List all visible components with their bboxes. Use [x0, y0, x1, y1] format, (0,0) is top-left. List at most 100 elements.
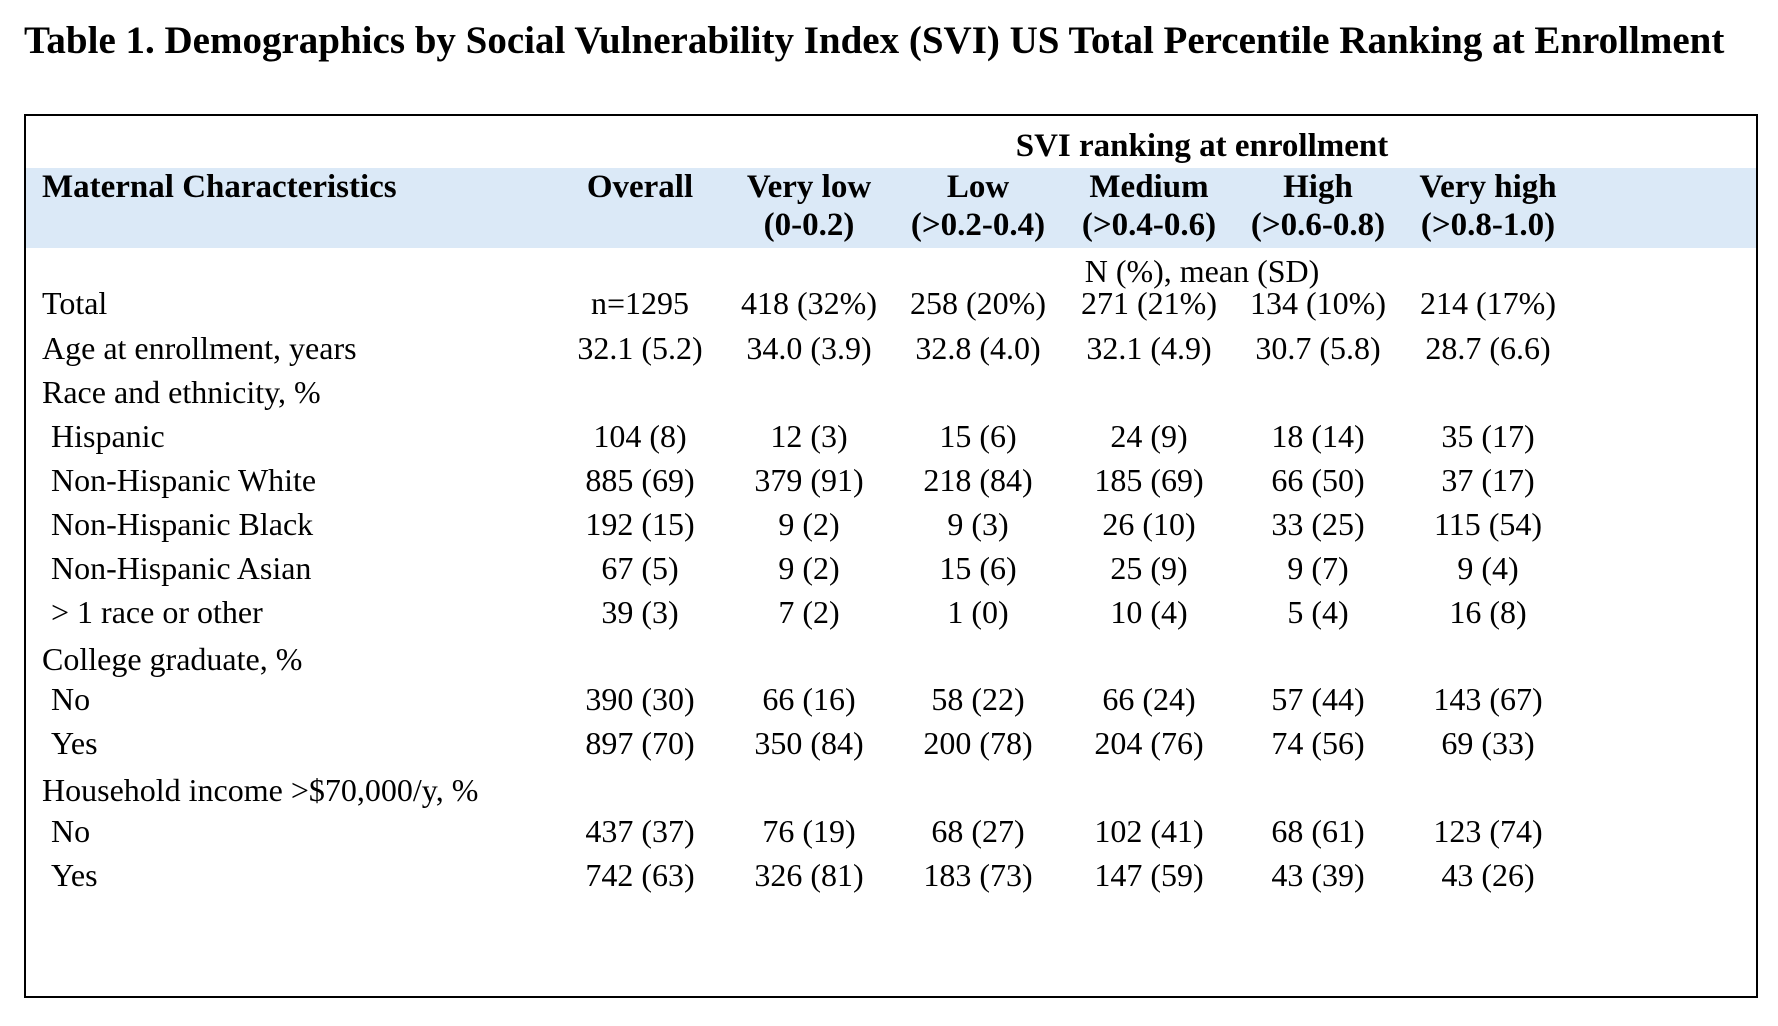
column-header-line2: (0-0.2): [763, 207, 855, 243]
cell-overall: 104 (8): [593, 418, 687, 454]
column-header-line2: (>0.6-0.8): [1250, 207, 1386, 243]
row-label: > 1 race or other: [51, 594, 263, 630]
cell-very-high: 16 (8): [1449, 594, 1527, 630]
table-row: Yes 742 (63) 326 (81) 183 (73) 147 (59) 43 (3…: [26, 852, 1756, 898]
cell-very-high: 43 (26): [1441, 857, 1535, 893]
table-row: Non-Hispanic Asian 67 (5) 9 (2) 15 (6) 25 (9…: [26, 545, 1756, 591]
cell-overall: 897 (70): [585, 725, 695, 761]
row-label: Household income >$70,000/y, %: [42, 772, 479, 808]
column-header-line2: (>0.8-1.0): [1420, 207, 1556, 243]
cell-overall: 192 (15): [585, 506, 695, 542]
cell-low: 200 (78): [923, 725, 1033, 761]
cell-very-high: 115 (54): [1433, 506, 1543, 542]
cell-very-high: 35 (17): [1441, 418, 1535, 454]
cell-very-high: 69 (33): [1441, 725, 1535, 761]
demographics-table: SVI ranking at enrollment Maternal Chara…: [24, 114, 1758, 998]
table-row: Age at enrollment, years 32.1 (5.2) 34.0 (…: [26, 325, 1756, 371]
table-row: > 1 race or other 39 (3) 7 (2) 1 (0) 10 (4) 5…: [26, 589, 1756, 635]
cell-very-low: 350 (84): [754, 725, 864, 761]
column-header-very-low: Very low (0-0.2): [719, 168, 899, 244]
cell-overall: 437 (37): [585, 813, 695, 849]
cell-very-high: 214 (17%): [1420, 285, 1556, 321]
cell-low: 9 (3): [947, 506, 1009, 542]
row-label: No: [51, 813, 91, 849]
row-label: No: [51, 681, 91, 717]
units-row: N (%), mean (SD): [1084, 253, 1320, 289]
row-label: Non-Hispanic Black: [51, 506, 314, 542]
cell-medium: 10 (4): [1110, 594, 1188, 630]
cell-overall: 742 (63): [585, 857, 695, 893]
column-header-maternal-characteristics: Maternal Characteristics: [42, 168, 542, 206]
table-row: Hispanic 104 (8) 12 (3) 15 (6) 24 (9) 18 (14)…: [26, 413, 1756, 459]
table-row: Household income >$70,000/y, %: [26, 767, 1756, 813]
cell-medium: 271 (21%): [1081, 285, 1217, 321]
cell-very-low: 34.0 (3.9): [746, 330, 872, 366]
row-label: Yes: [51, 725, 98, 761]
cell-high: 18 (14): [1271, 418, 1365, 454]
column-header-line1: Medium: [1089, 169, 1209, 205]
cell-medium: 25 (9): [1110, 550, 1188, 586]
row-label: Hispanic: [51, 418, 165, 454]
cell-medium: 32.1 (4.9): [1086, 330, 1212, 366]
cell-very-low: 76 (19): [762, 813, 856, 849]
cell-medium: 66 (24): [1102, 681, 1196, 717]
row-label: Total: [42, 285, 108, 321]
cell-very-low: 7 (2): [778, 594, 840, 630]
cell-low: 1 (0): [947, 594, 1009, 630]
cell-low: 68 (27): [931, 813, 1025, 849]
column-header-line1: High: [1283, 169, 1353, 205]
cell-very-low: 326 (81): [754, 857, 864, 893]
cell-very-high: 28.7 (6.6): [1425, 330, 1551, 366]
column-header-medium: Medium (>0.4-0.6): [1059, 168, 1239, 244]
column-header-line1: Low: [946, 169, 1010, 205]
cell-very-low: 12 (3): [770, 418, 848, 454]
cell-very-high: 9 (4): [1457, 550, 1519, 586]
cell-very-low: 66 (16): [762, 681, 856, 717]
cell-high: 74 (56): [1271, 725, 1365, 761]
column-header-row: Maternal Characteristics Overall Very low(…: [26, 168, 1756, 248]
cell-high: 66 (50): [1271, 462, 1365, 498]
cell-very-low: 9 (2): [778, 550, 840, 586]
cell-medium: 102 (41): [1094, 813, 1204, 849]
cell-medium: 147 (59): [1094, 857, 1204, 893]
cell-medium: 204 (76): [1094, 725, 1204, 761]
row-label: Race and ethnicity, %: [42, 374, 321, 410]
cell-medium: 24 (9): [1110, 418, 1188, 454]
cell-very-high: 37 (17): [1441, 462, 1535, 498]
table-title: Table 1. Demographics by Social Vulnerab…: [24, 19, 1725, 62]
row-label: Non-Hispanic White: [51, 462, 317, 498]
table-row: No 390 (30) 66 (16) 58 (22) 66 (24) 57 (44) 14…: [26, 676, 1756, 722]
cell-overall: 67 (5): [601, 550, 679, 586]
cell-high: 43 (39): [1271, 857, 1365, 893]
row-label: College graduate, %: [42, 641, 303, 677]
table-row: Total n=1295 418 (32%) 258 (20%) 271 (21%) 13…: [26, 280, 1756, 326]
cell-overall: 32.1 (5.2): [577, 330, 703, 366]
cell-high: 5 (4): [1287, 594, 1349, 630]
cell-high: 30.7 (5.8): [1255, 330, 1381, 366]
column-header-line2: (>0.4-0.6): [1081, 207, 1217, 243]
column-header-line1: Overall: [586, 169, 694, 205]
table-row: Non-Hispanic Black 192 (15) 9 (2) 9 (3) 26 (…: [26, 501, 1756, 547]
cell-low: 15 (6): [939, 550, 1017, 586]
cell-high: 33 (25): [1271, 506, 1365, 542]
cell-overall: 39 (3): [601, 594, 679, 630]
row-label: Age at enrollment, years: [42, 330, 357, 366]
cell-very-low: 379 (91): [754, 462, 864, 498]
cell-low: 15 (6): [939, 418, 1017, 454]
column-header-high: High (>0.6-0.8): [1228, 168, 1408, 244]
cell-medium: 185 (69): [1094, 462, 1204, 498]
cell-very-low: 418 (32%): [741, 285, 877, 321]
column-header-very-high: Very high (>0.8-1.0): [1398, 168, 1578, 244]
table-row: No 437 (37) 76 (19) 68 (27) 102 (41) 68 (61) 1…: [26, 808, 1756, 854]
cell-low: 218 (84): [923, 462, 1033, 498]
cell-high: 134 (10%): [1250, 285, 1386, 321]
cell-very-high: 123 (74): [1433, 813, 1543, 849]
cell-overall: n=1295: [590, 285, 690, 321]
cell-low: 258 (20%): [910, 285, 1046, 321]
svi-group-header: SVI ranking at enrollment: [1015, 128, 1389, 164]
cell-high: 68 (61): [1271, 813, 1365, 849]
table-row: Race and ethnicity, %: [26, 369, 1756, 415]
cell-overall: 390 (30): [585, 681, 695, 717]
column-header-line1: Very high: [1419, 169, 1557, 205]
cell-very-low: 9 (2): [778, 506, 840, 542]
